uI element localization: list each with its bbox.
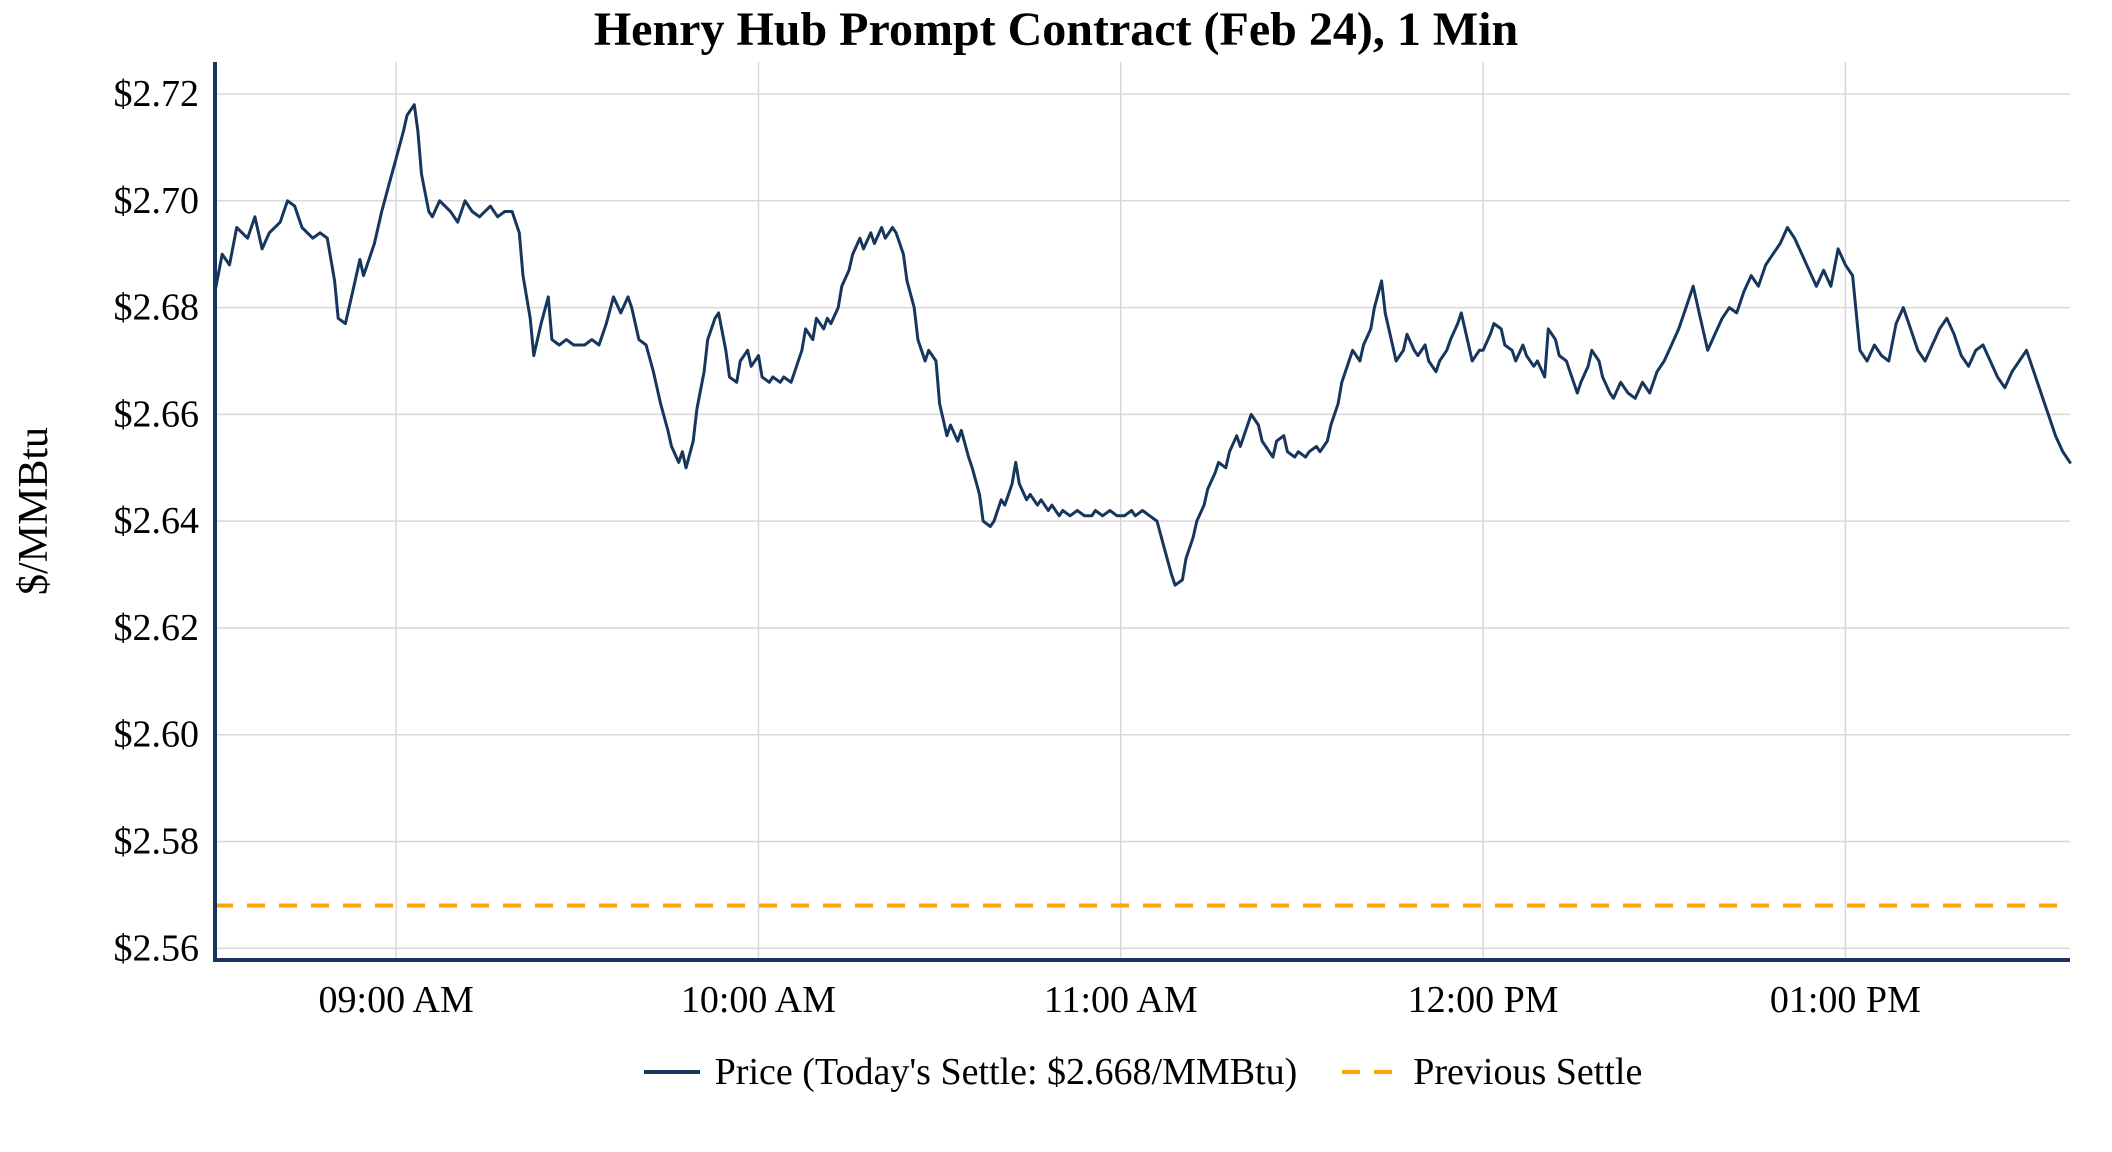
y-tick-label: $2.58 (114, 820, 200, 862)
legend-settle-label: Previous Settle (1413, 1051, 1643, 1093)
x-tick-label: 01:00 PM (1770, 979, 1921, 1021)
dashed-line-icon (1342, 1070, 1399, 1074)
x-tick-label: 12:00 PM (1408, 979, 1559, 1021)
chart-title: Henry Hub Prompt Contract (Feb 24), 1 Mi… (593, 3, 1519, 56)
y-tick-label: $2.64 (114, 500, 200, 542)
price-line (213, 103, 2072, 587)
y-tick-label: $2.62 (114, 607, 200, 649)
x-tick-label: 09:00 AM (319, 979, 474, 1021)
y-tick-label: $2.56 (114, 927, 200, 969)
y-tick-label: $2.68 (114, 287, 200, 329)
legend-item-price: Price (Today's Settle: $2.668/MMBtu) (643, 1050, 1298, 1094)
x-tick-label: 11:00 AM (1044, 979, 1198, 1021)
chart-legend: Price (Today's Settle: $2.668/MMBtu) Pre… (215, 1050, 2070, 1094)
legend-item-previous-settle: Previous Settle (1341, 1050, 1642, 1094)
legend-price-label: Price (Today's Settle: $2.668/MMBtu) (714, 1051, 1298, 1093)
y-tick-label: $2.60 (114, 714, 200, 756)
y-tick-label: $2.72 (114, 73, 200, 115)
y-tick-label: $2.66 (114, 393, 200, 435)
x-tick-label: 10:00 AM (681, 979, 836, 1021)
y-tick-label: $2.70 (114, 180, 200, 222)
price-line-icon (643, 1070, 700, 1074)
